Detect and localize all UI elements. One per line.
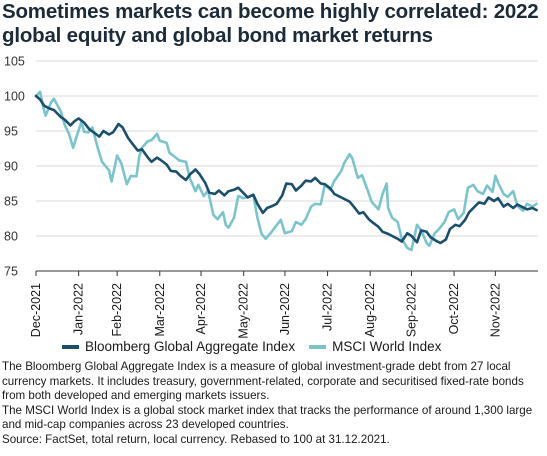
x-tick-label: Jul-2022 <box>321 283 335 331</box>
y-tick-label: 95 <box>4 125 18 139</box>
x-tick-label: Oct-2022 <box>447 283 461 334</box>
legend-label-bond: Bloomberg Global Aggregate Index <box>85 339 296 354</box>
series-lines <box>34 90 538 252</box>
x-tick-label: Nov-2022 <box>488 283 502 337</box>
y-tick-label: 85 <box>4 195 18 209</box>
chart-title: Sometimes markets can become highly corr… <box>2 0 539 47</box>
gridlines <box>36 60 538 272</box>
x-tick-label: Aug-2022 <box>363 283 377 337</box>
legend-label-equity: MSCI World Index <box>332 339 442 354</box>
x-axis: Dec-2021 Jan-2022 Feb-2022 Mar-2022 Apr-2022… <box>29 270 538 339</box>
legend-item-equity: MSCI World Index <box>309 339 441 354</box>
series-line-bloomberg <box>34 94 538 245</box>
x-tick-label: Dec-2021 <box>29 283 43 337</box>
line-chart: 75 80 85 90 95 100 105 Dec-2021 Jan-2022 Feb-202… <box>4 55 538 339</box>
legend-item-bond: Bloomberg Global Aggregate Index <box>62 339 295 354</box>
y-axis-tick-labels: 75 80 85 90 95 100 105 <box>4 55 25 279</box>
y-tick-label: 80 <box>4 230 18 244</box>
x-tick-label: Jan-2022 <box>72 283 86 335</box>
series-line-msci <box>34 90 538 252</box>
legend-swatch-equity <box>309 344 327 349</box>
footnotes: The Bloomberg Global Aggregate Index is … <box>2 360 545 448</box>
y-tick-label: 100 <box>4 90 25 104</box>
legend: Bloomberg Global Aggregate Index MSCI Wo… <box>62 339 455 354</box>
y-tick-label: 75 <box>4 265 18 279</box>
y-tick-label: 90 <box>4 160 18 174</box>
x-tick-label: Feb-2022 <box>110 283 124 337</box>
x-tick-label: Apr-2022 <box>194 283 208 334</box>
y-tick-label: 105 <box>4 55 25 69</box>
x-tick-label: May-2022 <box>237 283 251 339</box>
x-tick-label: Sep-2022 <box>404 283 418 337</box>
footnote-source: Source: FactSet, total return, local cur… <box>2 432 390 446</box>
x-tick-label: Jun-2022 <box>278 283 292 335</box>
footnote-msci: The MSCI World Index is a global stock m… <box>2 403 533 432</box>
footnote-bloomberg: The Bloomberg Global Aggregate Index is … <box>2 360 524 403</box>
x-tick-label: Mar-2022 <box>153 283 167 337</box>
legend-swatch-bond <box>62 344 79 349</box>
